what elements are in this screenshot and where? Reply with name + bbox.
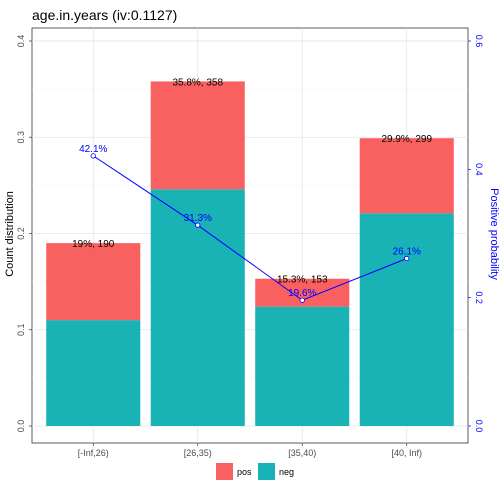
bar-pos	[359, 138, 454, 214]
bar-neg	[255, 306, 350, 426]
legend: pos neg	[216, 463, 294, 480]
legend-key-pos	[216, 463, 233, 480]
bar-neg	[359, 213, 454, 426]
probability-label: 42.1%	[79, 144, 107, 155]
y2-tick-label: 0.2	[474, 291, 484, 304]
y-tick-label: 0.4	[16, 35, 26, 48]
y-tick-label: 0.3	[16, 131, 26, 144]
bar-data-label: 15.3%, 153	[277, 275, 328, 286]
y2-tick-label: 0.0	[474, 420, 484, 433]
x-tick-label: [35,40)	[288, 448, 316, 458]
y2-axis-title: Positive probability	[488, 188, 500, 280]
probability-label: 31.3%	[184, 213, 212, 224]
y-tick-label: 0.0	[16, 420, 26, 433]
y-tick-label: 0.1	[16, 323, 26, 336]
bar-neg	[46, 320, 141, 426]
bar-pos	[150, 81, 245, 190]
chart-title: age.in.years (iv:0.1127)	[32, 7, 177, 23]
probability-point	[299, 297, 305, 303]
y-tick-label: 0.2	[16, 227, 26, 240]
x-tick-label: [26,35)	[184, 448, 212, 458]
legend-label-pos: pos	[237, 467, 252, 477]
y2-tick-label: 0.6	[474, 35, 484, 48]
probability-point	[90, 153, 96, 159]
x-tick-label: [-Inf,26)	[78, 448, 109, 458]
bar-pos	[46, 243, 141, 321]
probability-point	[195, 222, 201, 228]
bar-data-label: 35.8%, 358	[172, 77, 223, 88]
bar-neg	[150, 189, 245, 426]
probability-point	[404, 255, 410, 262]
y-axis-title: Count distribution	[4, 191, 16, 277]
bar-data-label: 29.9%, 299	[381, 134, 432, 145]
probability-line	[92, 155, 407, 301]
probability-label: 19.6%	[288, 288, 316, 299]
legend-key-neg	[258, 463, 275, 480]
x-tick-label: [40, Inf)	[391, 448, 422, 458]
probability-label: 26.1%	[393, 247, 421, 258]
legend-label-neg: neg	[279, 467, 294, 477]
y2-tick-label: 0.4	[474, 163, 484, 176]
bar-data-label: 19%, 190	[72, 239, 115, 250]
